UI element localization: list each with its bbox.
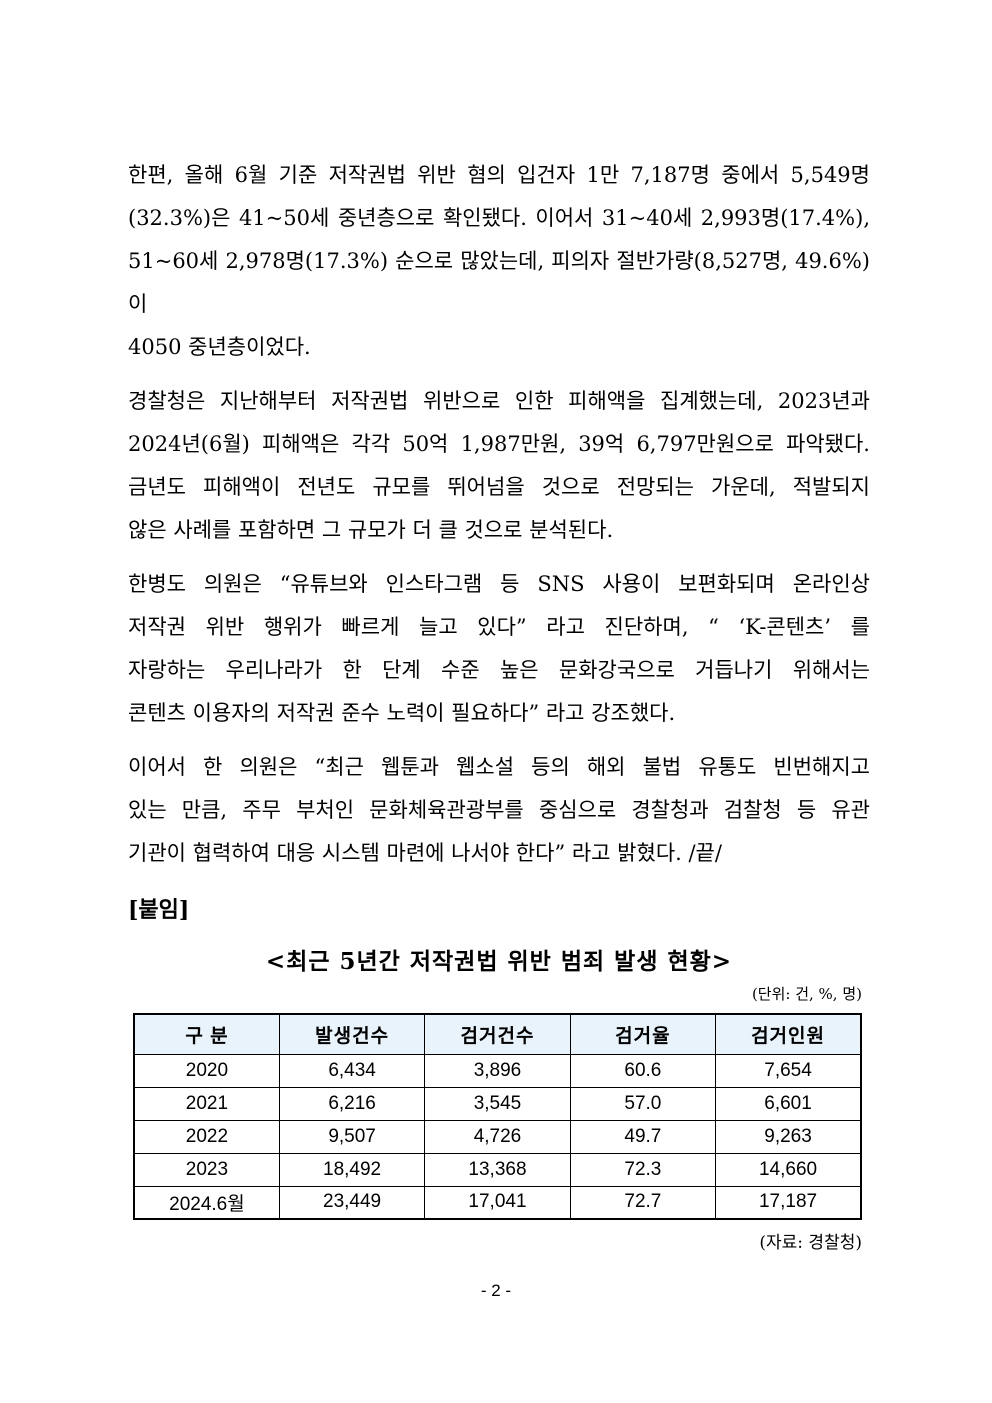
unit-note: (단위: 건, %, 명) xyxy=(751,985,862,1003)
document-content: 한편, 올해 6월 기준 저작권법 위반 혐의 입건자 1만 7,187명 중에… xyxy=(128,154,870,1253)
paragraph-line: 4050 중년층이었다. xyxy=(128,335,311,359)
statistics-table-body: 2020 6,434 3,896 60.6 7,654 2021 6,216 3… xyxy=(133,1053,862,1220)
cell-arrest-cases: 13,368 xyxy=(424,1152,571,1187)
cell-arrest-rate: 57.0 xyxy=(569,1086,717,1121)
header-cell-category: 구 분 xyxy=(133,1013,280,1055)
cell-arrested-persons: 6,601 xyxy=(715,1086,862,1121)
cell-year: 2023 xyxy=(133,1152,280,1187)
table-row: 2024.6월 23,449 17,041 72.7 17,187 xyxy=(133,1185,862,1220)
paragraph-line: 기관이 협력하여 대응 시스템 마련에 나서야 한다” 라고 밝혔다. /끝/ xyxy=(128,841,722,865)
table-title: <최근 5년간 저작권법 위반 범죄 발생 현황> xyxy=(265,948,733,975)
header-cell-arrested-persons: 검거인원 xyxy=(715,1013,862,1055)
cell-occurrences: 23,449 xyxy=(278,1185,426,1220)
cell-arrest-rate: 60.6 xyxy=(569,1053,717,1088)
table-row: 2022 9,507 4,726 49.7 9,263 xyxy=(133,1119,862,1154)
cell-arrested-persons: 9,263 xyxy=(715,1119,862,1154)
table-row: 2021 6,216 3,545 57.0 6,601 xyxy=(133,1086,862,1121)
cell-occurrences: 9,507 xyxy=(278,1119,426,1154)
cell-arrested-persons: 14,660 xyxy=(715,1152,862,1187)
cell-year: 2020 xyxy=(133,1053,280,1088)
cell-arrested-persons: 7,654 xyxy=(715,1053,862,1088)
cell-occurrences: 6,434 xyxy=(278,1053,426,1088)
paragraph-line: 51~60세 2,978명(17.3%) 순으로 많았는데, 피의자 절반가량(… xyxy=(128,249,870,316)
cell-arrest-cases: 3,545 xyxy=(424,1086,571,1121)
table-row: 2020 6,434 3,896 60.6 7,654 xyxy=(133,1053,862,1088)
cell-arrest-cases: 4,726 xyxy=(424,1119,571,1154)
cell-year: 2022 xyxy=(133,1119,280,1154)
paragraph-lawmaker-quote-1: 한병도 의원은 “유튜브와 인스타그램 등 SNS 사용이 보편화되며 온라인상… xyxy=(128,563,870,735)
cell-arrest-cases: 3,896 xyxy=(424,1053,571,1088)
paragraph-line: 한병도 의원은 “유튜브와 인스타그램 등 SNS 사용이 보편화되며 온라인상 xyxy=(128,572,870,596)
source-note: (자료: 경찰청) xyxy=(759,1233,862,1253)
paragraph-age-statistics: 한편, 올해 6월 기준 저작권법 위반 혐의 입건자 1만 7,187명 중에… xyxy=(128,154,870,369)
cell-year: 2024.6월 xyxy=(133,1185,280,1220)
table-row: 2023 18,492 13,368 72.3 14,660 xyxy=(133,1152,862,1187)
cell-occurrences: 6,216 xyxy=(278,1086,426,1121)
cell-arrest-rate: 72.7 xyxy=(569,1185,717,1220)
cell-occurrences: 18,492 xyxy=(278,1152,426,1187)
attachment-label: [붙임] xyxy=(128,897,190,923)
paragraph-line: 한편, 올해 6월 기준 저작권법 위반 혐의 입건자 1만 7,187명 중에… xyxy=(128,163,870,187)
header-cell-occurrences: 발생건수 xyxy=(278,1013,426,1055)
paragraph-line: 경찰청은 지난해부터 저작권법 위반으로 인한 피해액을 집계했는데, 2023… xyxy=(128,389,870,413)
paragraph-line: 있는 만큼, 주무 부처인 문화체육관광부를 중심으로 경찰청과 검찰청 등 유… xyxy=(128,798,870,822)
paragraph-line: 금년도 피해액이 전년도 규모를 뛰어넘을 것으로 전망되는 가운데, 적발되지 xyxy=(128,475,870,499)
paragraph-line: 자랑하는 우리나라가 한 단계 수준 높은 문화강국으로 거듭나기 위해서는 xyxy=(128,658,870,682)
statistics-table: 구 분 발생건수 검거건수 검거율 검거인원 2020 6,434 3,896 … xyxy=(133,1013,862,1220)
cell-arrested-persons: 17,187 xyxy=(715,1185,862,1220)
cell-arrest-cases: 17,041 xyxy=(424,1185,571,1220)
table-header-row: 구 분 발생건수 검거건수 검거율 검거인원 xyxy=(133,1013,862,1055)
header-cell-arrest-cases: 검거건수 xyxy=(424,1013,571,1055)
paragraph-line: 콘텐츠 이용자의 저작권 준수 노력이 필요하다” 라고 강조했다. xyxy=(128,701,676,725)
paragraph-line: 않은 사례를 포함하면 그 규모가 더 클 것으로 분석된다. xyxy=(128,518,614,542)
page-number: - 2 - xyxy=(480,1281,512,1300)
cell-arrest-rate: 72.3 xyxy=(569,1152,717,1187)
cell-year: 2021 xyxy=(133,1086,280,1121)
paragraph-line: 저작권 위반 행위가 빠르게 늘고 있다” 라고 진단하며, “ ‘K-콘텐츠’… xyxy=(128,615,870,639)
paragraph-lawmaker-quote-2: 이어서 한 의원은 “최근 웹툰과 웹소설 등의 해외 불법 유통도 빈번해지고… xyxy=(128,746,870,875)
cell-arrest-rate: 49.7 xyxy=(569,1119,717,1154)
paragraph-line: 이어서 한 의원은 “최근 웹툰과 웹소설 등의 해외 불법 유통도 빈번해지고 xyxy=(128,755,870,779)
paragraph-damage-amount: 경찰청은 지난해부터 저작권법 위반으로 인한 피해액을 집계했는데, 2023… xyxy=(128,380,870,552)
paragraph-line: 2024년(6월) 피해액은 각각 50억 1,987만원, 39억 6,797… xyxy=(128,432,870,456)
statistics-table-header: 구 분 발생건수 검거건수 검거율 검거인원 xyxy=(133,1013,862,1055)
paragraph-line: (32.3%)은 41~50세 중년층으로 확인됐다. 이어서 31~40세 2… xyxy=(128,206,870,230)
header-cell-arrest-rate: 검거율 xyxy=(569,1013,717,1055)
